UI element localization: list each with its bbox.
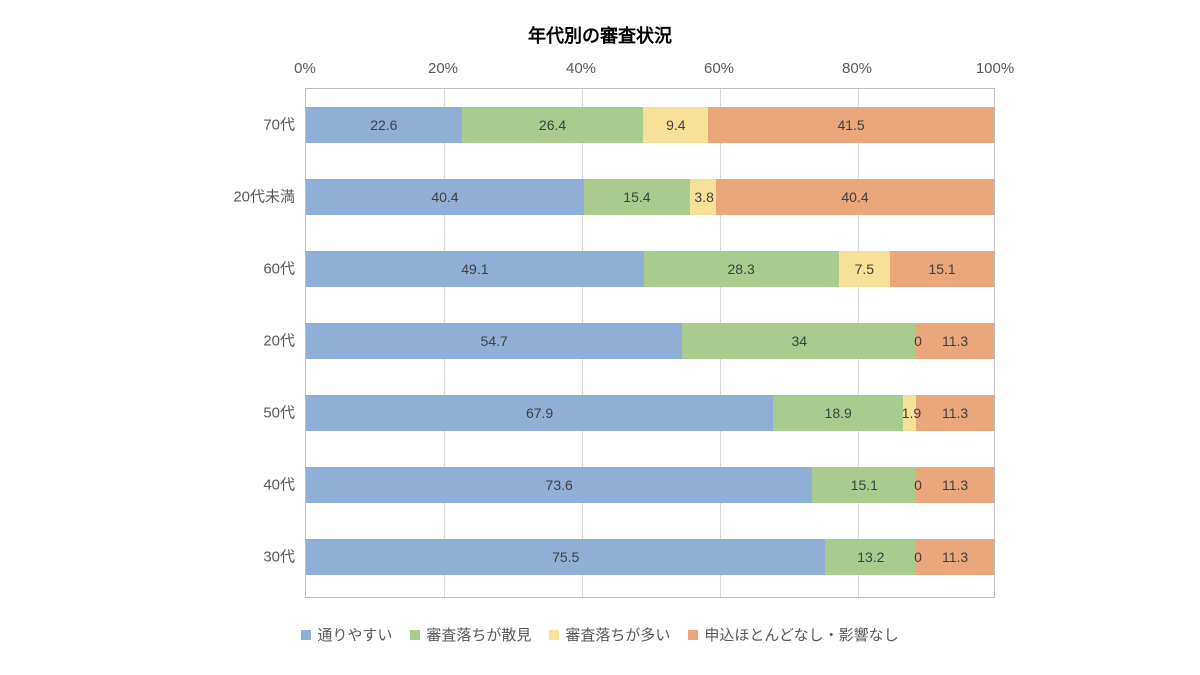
bar-value-label: 67.9 [526, 405, 553, 421]
legend-swatch [410, 630, 420, 640]
bar-segment: 22.6 [306, 107, 462, 143]
bar-segment: 34 [682, 323, 916, 359]
bar-value-label: 0 [914, 549, 922, 565]
legend-label: 通りやすい [317, 624, 392, 645]
x-tick-label: 0% [294, 60, 316, 77]
chart-container: 0%20%40%60%80%100%70代20代未満60代20代50代40代30… [0, 60, 1200, 88]
bar-segment: 75.5 [306, 539, 825, 575]
y-axis-label: 70代 [263, 114, 295, 135]
bar-row: 73.6 15.1 11.3 [306, 467, 994, 503]
bar-value-label: 18.9 [825, 405, 852, 421]
bar-value-label: 54.7 [481, 333, 508, 349]
bar-value-label: 11.3 [942, 405, 968, 421]
y-axis-label: 20代 [263, 330, 295, 351]
bar-value-label: 28.3 [728, 261, 755, 277]
bar-segment: 11.3 [916, 539, 994, 575]
bar-value-label: 3.8 [694, 189, 713, 205]
bar-value-label: 34 [791, 333, 807, 349]
bar-value-label: 40.4 [841, 189, 868, 205]
legend-swatch [688, 630, 698, 640]
bar-value-label: 0 [914, 333, 922, 349]
bar-segment: 11.3 [916, 467, 994, 503]
bar-value-label: 15.1 [928, 261, 955, 277]
bar-segment: 13.2 [825, 539, 916, 575]
bar-segment: 28.3 [644, 251, 839, 287]
legend-swatch [549, 630, 559, 640]
y-axis-label: 20代未満 [233, 186, 295, 207]
legend-item: 審査落ちが多い [549, 624, 670, 645]
bar-value-label: 11.3 [942, 477, 968, 493]
bar-value-label: 13.2 [857, 549, 884, 565]
bar-segment: 73.6 [306, 467, 812, 503]
bar-segment: 41.5 [708, 107, 994, 143]
legend-label: 申込ほとんどなし・影響なし [704, 624, 898, 645]
bar-value-label: 11.3 [942, 333, 968, 349]
bar-value-label: 1.9 [902, 405, 921, 421]
x-tick-label: 20% [428, 60, 458, 77]
x-tick-label: 80% [842, 60, 872, 77]
bar-segment: 49.1 [306, 251, 644, 287]
bar-segment: 7.5 [839, 251, 891, 287]
bar-value-label: 22.6 [370, 117, 397, 133]
bar-row: 49.1 28.3 7.5 15.1 [306, 251, 994, 287]
legend-item: 申込ほとんどなし・影響なし [688, 624, 898, 645]
legend-item: 審査落ちが散見 [410, 624, 531, 645]
bar-segment: 54.7 [306, 323, 682, 359]
x-axis: 0% 20% 40% 60% 80% 100% [0, 60, 1200, 88]
y-axis-label: 30代 [263, 546, 295, 567]
bar-value-label: 75.5 [552, 549, 579, 565]
bar-segment: 40.4 [306, 179, 584, 215]
bar-value-label: 26.4 [539, 117, 566, 133]
bar-segment: 15.1 [890, 251, 994, 287]
plot-area: 22.6 26.4 9.4 41.5 3.8 40.4 15.4 40.4 49.1 28.3 7.… [305, 88, 995, 598]
bar-row: 54.7 34 11.3 [306, 323, 994, 359]
x-tick-label: 100% [976, 60, 1014, 77]
bar-value-label: 0 [914, 477, 922, 493]
legend-item: 通りやすい [301, 624, 392, 645]
bar-value-label: 0 [914, 333, 922, 349]
bar-segment: 15.4 [584, 179, 690, 215]
y-axis-label: 50代 [263, 402, 295, 423]
bar-segment: 11.3 [916, 395, 994, 431]
bar-value-label: 73.6 [546, 477, 573, 493]
bar-segment: 11.3 [916, 323, 994, 359]
bar-value-label: 40.4 [431, 189, 458, 205]
bar-value-label: 11.3 [942, 549, 968, 565]
x-tick-label: 60% [704, 60, 734, 77]
bar-value-label: 15.4 [623, 189, 650, 205]
bar-row: 40.4 15.4 40.4 [306, 179, 994, 215]
bar-value-label: 9.4 [666, 117, 685, 133]
bar-value-label: 0 [914, 549, 922, 565]
y-axis-label: 40代 [263, 474, 295, 495]
x-tick-label: 40% [566, 60, 596, 77]
bar-row: 67.9 18.9 11.3 [306, 395, 994, 431]
bar-segment: 9.4 [643, 107, 708, 143]
bar-segment: 15.1 [812, 467, 916, 503]
legend-swatch [301, 630, 311, 640]
bar-row: 22.6 26.4 9.4 41.5 [306, 107, 994, 143]
bar-segment: 67.9 [306, 395, 773, 431]
bar-value-label: 7.5 [855, 261, 874, 277]
bar-value-label: 0 [914, 477, 922, 493]
legend-label: 審査落ちが散見 [426, 624, 531, 645]
y-axis-label: 60代 [263, 258, 295, 279]
legend-label: 審査落ちが多い [565, 624, 670, 645]
bar-segment: 40.4 [716, 179, 994, 215]
bar-segment: 18.9 [773, 395, 903, 431]
bar-value-label: 49.1 [461, 261, 488, 277]
bar-segment: 26.4 [462, 107, 644, 143]
bar-value-label: 3.8 [694, 189, 713, 205]
chart-title: 年代別の審査状況 [0, 0, 1200, 48]
legend: 通りやすい 審査落ちが散見 審査落ちが多い 申込ほとんどなし・影響なし [0, 624, 1200, 645]
bar-value-label: 1.9 [902, 405, 921, 421]
bar-row: 75.5 13.2 11.3 [306, 539, 994, 575]
bar-value-label: 41.5 [837, 117, 864, 133]
bar-value-label: 15.1 [851, 477, 878, 493]
